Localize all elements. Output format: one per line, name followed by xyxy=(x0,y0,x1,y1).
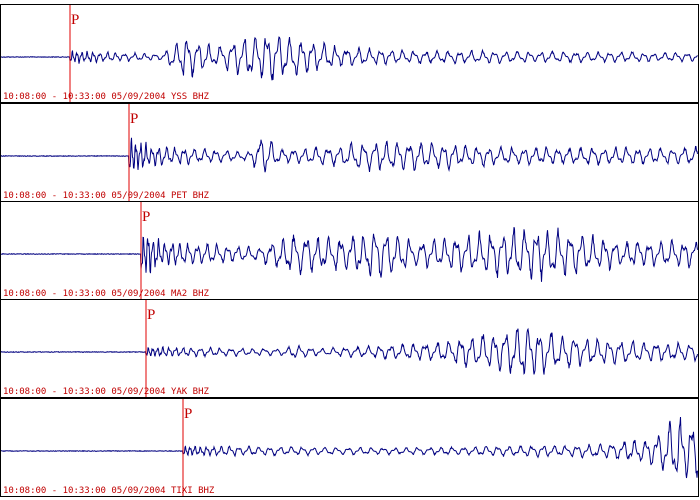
phase-label: P xyxy=(147,307,155,323)
trace-panel: P 10:08:00 - 10:33:00 05/09/2004 TIXI BHZ xyxy=(0,398,699,497)
panel-frame xyxy=(0,4,699,103)
phase-label: P xyxy=(184,406,192,422)
trace-label: 10:08:00 - 10:33:00 05/09/2004 TIXI BHZ xyxy=(3,486,215,496)
waveform xyxy=(1,416,698,479)
trace-panel: P 10:08:00 - 10:33:00 05/09/2004 PET BHZ xyxy=(0,103,699,202)
phase-label: P xyxy=(71,12,79,28)
phase-label: P xyxy=(142,209,150,225)
phase-label: P xyxy=(130,111,138,127)
panel-frame xyxy=(0,299,699,398)
waveform xyxy=(0,137,698,173)
trace-label: 10:08:00 - 10:33:00 05/09/2004 YAK BHZ xyxy=(3,387,209,397)
waveform xyxy=(0,36,698,81)
trace-panel: P 10:08:00 - 10:33:00 05/09/2004 YSS BHZ xyxy=(0,4,699,103)
trace-label: 10:08:00 - 10:33:00 05/09/2004 YSS BHZ xyxy=(3,92,209,102)
trace-label: 10:08:00 - 10:33:00 05/09/2004 MA2 BHZ xyxy=(3,289,209,299)
panel-frame xyxy=(0,398,699,497)
trace-panel: P 10:08:00 - 10:33:00 05/09/2004 YAK BHZ xyxy=(0,299,699,398)
trace-label: 10:08:00 - 10:33:00 05/09/2004 PET BHZ xyxy=(3,191,209,201)
trace-panel: P 10:08:00 - 10:33:00 05/09/2004 MA2 BHZ xyxy=(0,201,699,300)
waveform xyxy=(0,226,698,282)
waveform xyxy=(0,327,698,375)
